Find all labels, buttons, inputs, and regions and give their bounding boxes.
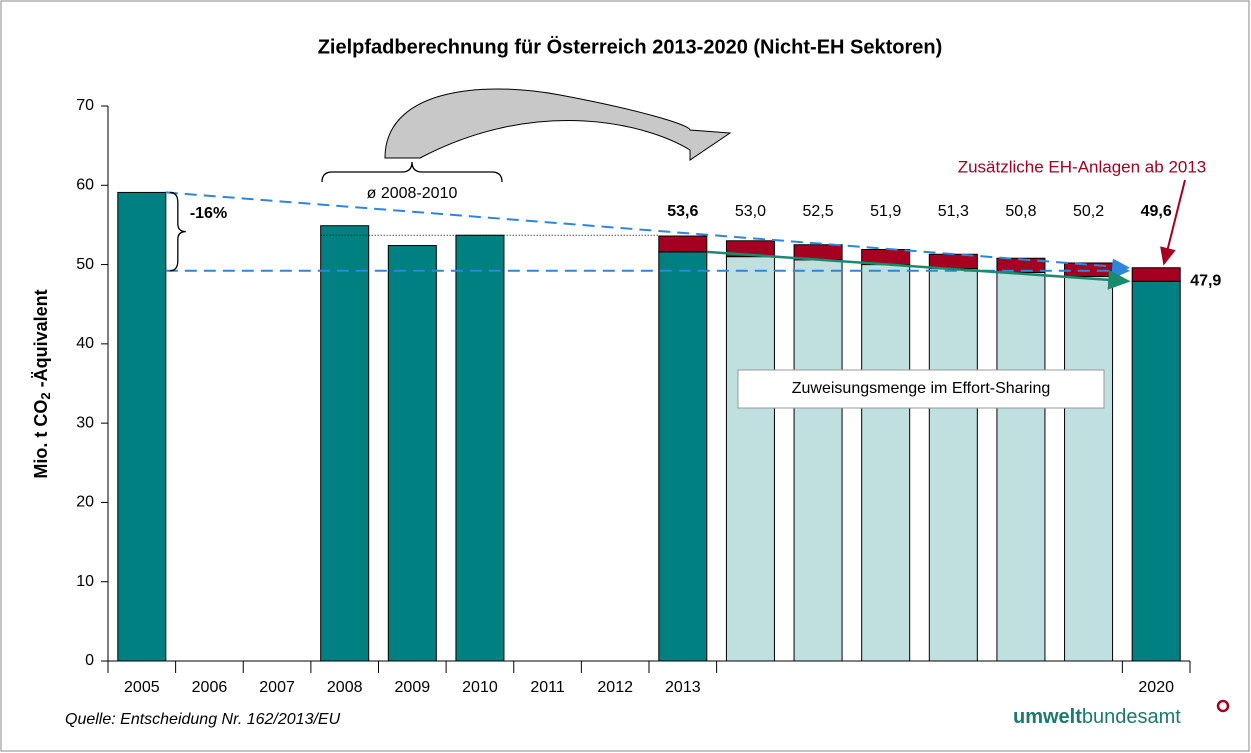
total-label: 53,6	[667, 203, 698, 220]
data-label: 47,9	[1190, 272, 1221, 289]
y-tick-label: 40	[76, 335, 94, 352]
bar	[455, 234, 505, 662]
annotation-box	[737, 369, 1105, 409]
y-tick-label: 0	[85, 652, 94, 669]
y-tick-label: 50	[76, 256, 94, 273]
x-tick-label: 2011	[530, 679, 565, 696]
guide-line	[706, 250, 1131, 290]
total-label: 49,6	[1141, 203, 1172, 220]
annotation-arrow	[1160, 179, 1186, 266]
x-tick-label: 2013	[665, 679, 701, 696]
logo: umweltbundesamt	[1013, 706, 1181, 728]
bar	[117, 191, 167, 662]
y-tick-label: 10	[76, 573, 94, 590]
guide-line	[165, 191, 1131, 275]
x-tick-label: 2009	[395, 679, 431, 696]
bar	[658, 251, 708, 662]
bar	[387, 245, 437, 662]
x-tick-label: 2020	[1138, 679, 1174, 696]
brace	[321, 161, 503, 183]
total-label: 51,3	[938, 203, 969, 220]
x-tick-label: 2007	[259, 679, 295, 696]
annotation: -16%	[190, 205, 227, 222]
bar	[928, 253, 978, 270]
total-label: 53,0	[735, 203, 766, 220]
bar	[996, 272, 1046, 662]
bar	[1064, 275, 1114, 662]
total-label: 50,2	[1073, 203, 1104, 220]
x-tick-label: 2006	[192, 679, 228, 696]
bar	[725, 256, 775, 662]
bar	[1131, 280, 1181, 662]
x-tick-label: 2008	[327, 679, 363, 696]
bar	[793, 259, 843, 662]
total-label: 51,9	[870, 203, 901, 220]
y-axis-label: Mio. t CO2 -Äquivalent	[31, 289, 54, 478]
bar	[658, 235, 708, 253]
chart-title: Zielpfadberechnung für Österreich 2013-2…	[318, 35, 943, 58]
shift-arrow	[384, 88, 732, 161]
bar	[725, 240, 775, 258]
total-label: 50,8	[1005, 203, 1036, 220]
x-tick-label: 2012	[597, 679, 633, 696]
y-tick-label: 20	[76, 494, 94, 511]
bar	[1131, 267, 1181, 282]
y-tick-label: 60	[76, 177, 94, 194]
bar	[996, 257, 1046, 274]
total-label: 52,5	[802, 203, 833, 220]
y-tick-label: 70	[76, 97, 94, 114]
brace	[169, 191, 186, 272]
x-tick-label: 2005	[124, 679, 160, 696]
x-tick-label: 2010	[462, 679, 498, 696]
y-tick-label: 30	[76, 414, 94, 431]
bar	[861, 264, 911, 662]
series-label: Zusätzliche EH-Anlagen ab 2013	[958, 157, 1207, 176]
logo-mark	[1216, 699, 1230, 713]
annotation: ø 2008-2010	[367, 185, 458, 202]
source: Quelle: Entscheidung Nr. 162/2013/EU	[65, 711, 341, 728]
bar	[928, 268, 978, 662]
series-label: Zuweisungsmenge im Effort-Sharing	[792, 380, 1051, 397]
bar	[320, 225, 370, 662]
